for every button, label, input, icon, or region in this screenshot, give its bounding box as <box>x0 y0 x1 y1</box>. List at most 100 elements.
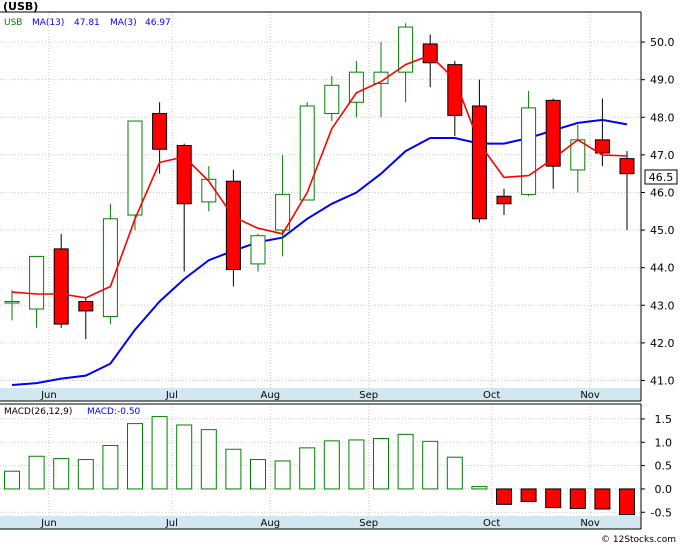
candle <box>29 255 45 328</box>
macd-y-tick-label: 0.5 <box>655 460 673 473</box>
macd-bar-positive <box>53 458 70 490</box>
legend-ma3-value: 46.97 <box>145 18 171 28</box>
price-y-tick-label: 47.0 <box>650 149 675 162</box>
macd-bar-positive <box>250 459 266 490</box>
macd-bar-positive <box>373 438 389 490</box>
candle <box>152 102 168 174</box>
macd-bar-positive <box>200 429 217 490</box>
price-plot-area <box>0 12 641 388</box>
candle <box>127 120 143 231</box>
macd-x-tick-label: Aug <box>261 518 281 529</box>
candle <box>545 98 561 189</box>
macd-date-band <box>0 516 641 529</box>
macd-bars <box>4 416 635 516</box>
macd-x-tick-label: Jul <box>165 518 178 529</box>
price-y-tick-label: 49.0 <box>650 74 675 87</box>
price-x-axis: Jun Jul Aug Sep Oct Nov <box>40 390 600 401</box>
macd-bar-negative <box>619 488 635 516</box>
macd-bar-negative <box>594 488 611 510</box>
candles <box>4 23 635 340</box>
macd-bar-positive <box>348 439 365 490</box>
macd-x-tick-label: Sep <box>359 518 378 529</box>
macd-x-tick-label: Nov <box>580 518 600 529</box>
price-x-tick-label: Jul <box>165 390 178 401</box>
price-date-band <box>0 388 641 401</box>
legend-ma13: MA(13) <box>32 18 64 28</box>
price-y-axis: 41.0 42.0 43.0 44.0 45.0 46.0 47.0 48.0 49.0 50.0 <box>641 36 675 387</box>
candle-body-up <box>324 84 340 115</box>
price-y-tick-label: 50.0 <box>650 36 675 49</box>
macd-bar-positive <box>28 455 45 490</box>
candle-body-up <box>521 107 537 195</box>
price-y-tick-label: 41.0 <box>650 374 675 387</box>
macd-y-tick-label: -0.5 <box>651 506 672 519</box>
candle-body-up <box>348 71 364 103</box>
macd-bar-positive <box>102 445 119 490</box>
macd-bar-positive <box>471 486 488 490</box>
macd-y-tick-label: 1.5 <box>655 413 673 426</box>
macd-plot-area <box>0 404 641 516</box>
last-price-label: 46.5 <box>649 171 674 184</box>
candle-body-down <box>78 301 94 312</box>
price-x-tick-label: Jun <box>40 390 57 401</box>
candle-body-down <box>53 248 69 325</box>
candle-body-down <box>447 64 463 116</box>
price-y-tick-label: 48.0 <box>650 111 675 124</box>
price-x-tick-label: Aug <box>261 390 281 401</box>
candle-body-down <box>471 105 487 220</box>
candle <box>348 60 364 118</box>
macd-bar-positive <box>323 440 340 490</box>
candle-body-down <box>545 99 561 167</box>
legend-ma3: MA(3) <box>110 18 137 28</box>
macd-bar-negative <box>545 488 562 509</box>
price-x-tick-label: Sep <box>359 390 378 401</box>
candle-body-down <box>152 113 168 150</box>
macd-bar-positive <box>176 424 193 490</box>
macd-bar-positive <box>446 456 463 490</box>
macd-x-axis: Jun Jul Aug Sep Oct Nov <box>40 518 600 529</box>
macd-bar-negative <box>496 488 512 505</box>
legend-usb: USB <box>4 18 22 28</box>
candle <box>4 290 20 321</box>
candle-body-up <box>299 105 315 201</box>
chart-ticker-title: (USB) <box>3 0 38 13</box>
candle <box>250 233 266 272</box>
candle <box>496 188 512 216</box>
macd-y-tick-label: 0.0 <box>655 483 673 496</box>
ma3-layer <box>11 54 628 299</box>
ma3-line <box>11 54 628 299</box>
macd-bar-positive <box>127 423 143 490</box>
candle <box>299 102 315 201</box>
price-y-tick-label: 42.0 <box>650 337 675 350</box>
candle-body-up <box>275 193 291 231</box>
candle <box>225 169 241 287</box>
macd-bar-positive <box>422 440 439 490</box>
candle <box>619 151 635 231</box>
candle-body-down <box>496 195 512 205</box>
candle-body-up <box>102 218 118 318</box>
macd-x-tick-label: Jun <box>40 518 57 529</box>
candle-body-up <box>373 71 389 84</box>
macd-bar-negative <box>520 488 537 503</box>
candle <box>275 154 291 257</box>
macd-bar-positive <box>151 416 168 490</box>
price-y-tick-label: 43.0 <box>650 299 675 312</box>
macd-legend-value-label: MACD: <box>87 407 117 417</box>
legend-ma13-value: 47.81 <box>74 18 100 28</box>
candle <box>324 75 340 122</box>
macd-y-axis: -0.5 0.0 0.5 1.0 1.5 <box>641 413 672 519</box>
macd-bar-positive <box>4 470 20 490</box>
candle-body-down <box>594 139 610 154</box>
last-price-box <box>644 169 678 185</box>
candle-body-up <box>127 120 143 216</box>
candle-body-up <box>29 255 45 310</box>
macd-legend-value: -0.50 <box>117 407 141 417</box>
macd-bar-positive <box>274 460 291 490</box>
macd-legend-label: MACD(26,12,9) <box>4 407 72 417</box>
price-y-tick-label: 45.0 <box>650 224 675 237</box>
macd-bar-positive <box>397 433 414 490</box>
candle <box>102 203 118 325</box>
candle-body-up <box>201 178 217 203</box>
